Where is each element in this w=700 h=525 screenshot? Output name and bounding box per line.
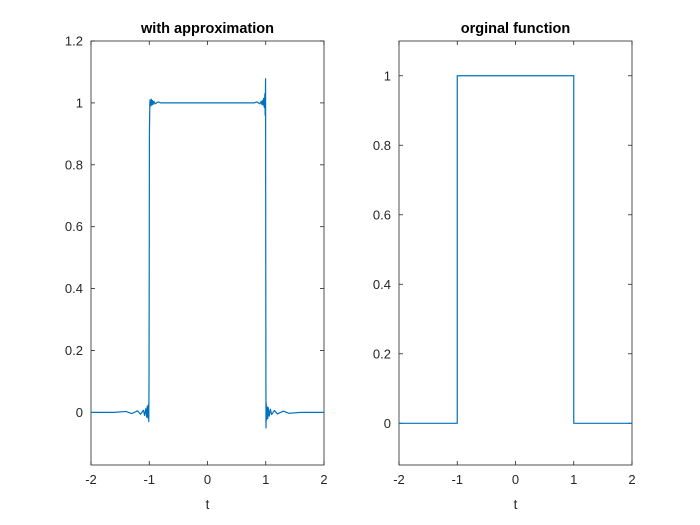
y-tick-label: 0.4	[373, 277, 391, 292]
axes-box	[90, 40, 325, 466]
y-tick-label: 1.2	[65, 34, 83, 49]
x-tick-label: 1	[570, 472, 577, 487]
x-tick-label: -2	[393, 472, 405, 487]
y-tick-label: 0	[384, 416, 391, 431]
right-subplot-orginal-function: orginal function -2 -1 0 1 2 0 0.2 0.4 0.6 0.8 1 t	[373, 21, 636, 512]
y-tick-label: 0.6	[65, 219, 83, 234]
chart-title: with approximation	[140, 21, 274, 37]
y-tick-label: 1	[384, 68, 391, 83]
x-tick-label: -2	[85, 472, 97, 487]
y-tick-label: 0.4	[65, 281, 83, 296]
y-tick-label: 0.2	[373, 346, 391, 361]
x-tick-label: 2	[320, 472, 327, 487]
y-tick-label: 0.6	[373, 207, 391, 222]
y-tick-label: 0.8	[373, 138, 391, 153]
x-tick-label: 2	[628, 472, 635, 487]
axes-box	[398, 40, 633, 466]
x-tick-label: 1	[262, 472, 269, 487]
chart-title: orginal function	[461, 21, 571, 37]
left-subplot-with-approximation: with approximation -2 -1 0 1 2 0 0.2 0.4 0.6 0.8 1 1…	[65, 21, 328, 512]
series-line	[399, 75, 632, 424]
x-axis-label: t	[514, 497, 518, 512]
y-tick-label: 1	[76, 95, 83, 110]
x-tick-label: 0	[512, 472, 519, 487]
x-tick-label: -1	[143, 472, 155, 487]
x-axis-label: t	[206, 497, 210, 512]
y-tick-label: 0	[76, 405, 83, 420]
y-tick-label: 0.2	[65, 343, 83, 358]
x-tick-label: 0	[204, 472, 211, 487]
series-line	[91, 78, 324, 429]
y-tick-label: 0.8	[65, 157, 83, 172]
x-tick-label: -1	[451, 472, 463, 487]
